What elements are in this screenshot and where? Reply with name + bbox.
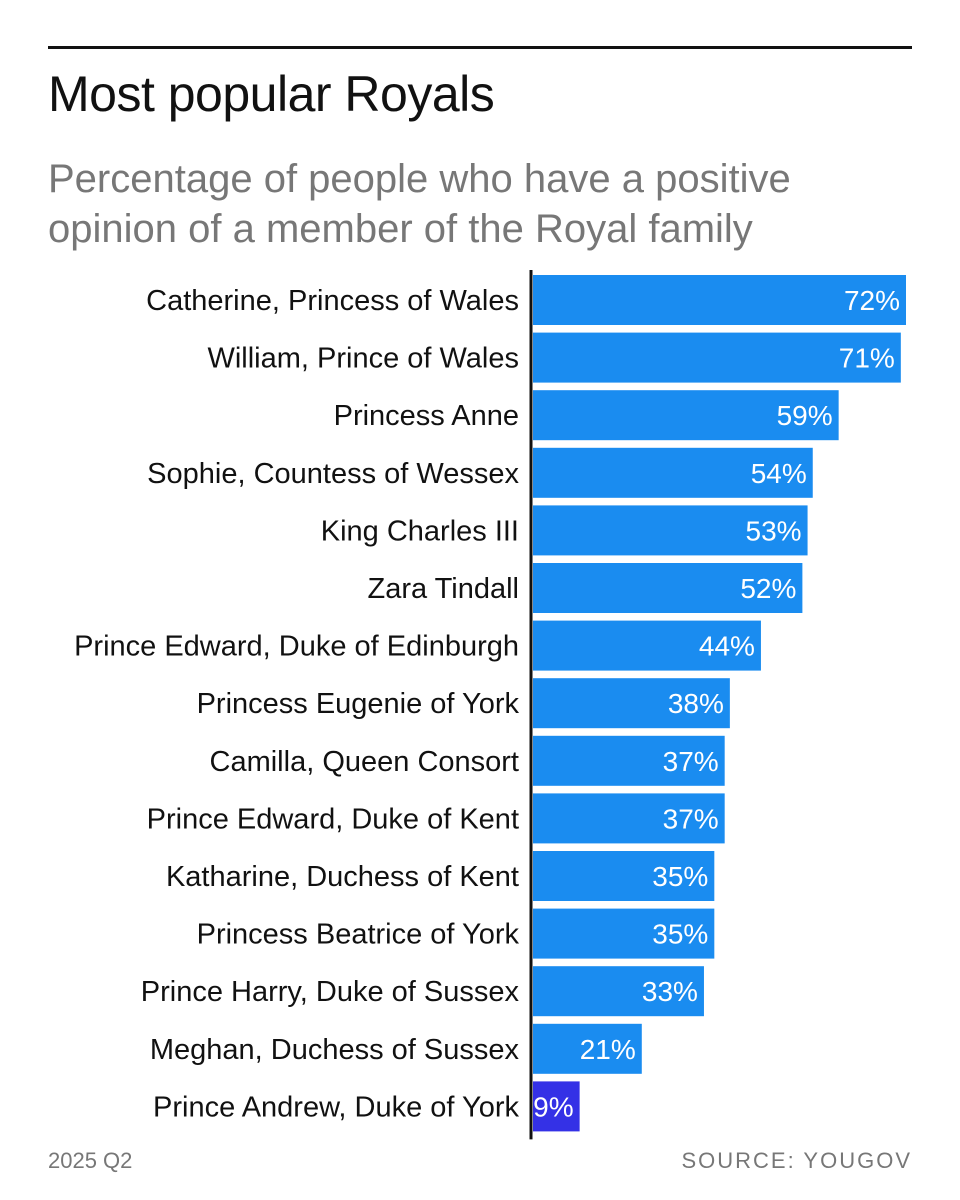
category-label: Princess Anne — [334, 400, 519, 432]
value-label: 33% — [642, 976, 698, 1007]
value-label: 54% — [751, 458, 807, 489]
value-label: 35% — [652, 861, 708, 892]
period-label: 2025 Q2 — [48, 1148, 133, 1173]
bar — [533, 908, 715, 959]
category-label: Princess Eugenie of York — [197, 688, 520, 720]
bar — [533, 390, 839, 441]
value-label: 53% — [746, 515, 802, 546]
bar — [533, 332, 901, 383]
category-label: Sophie, Countess of Wessex — [147, 458, 519, 490]
value-label: 44% — [699, 631, 755, 662]
bar — [533, 620, 761, 671]
bar — [533, 851, 715, 901]
top-rule — [48, 46, 912, 49]
bar — [533, 678, 730, 729]
value-label: 59% — [777, 400, 833, 431]
bar — [533, 735, 725, 786]
category-label: King Charles III — [321, 515, 519, 547]
category-label: Meghan, Duchess of Sussex — [150, 1034, 520, 1066]
category-label: Princess Beatrice of York — [197, 919, 520, 951]
value-label: 9% — [533, 1091, 573, 1122]
source-label: SOURCE: YOUGOV — [681, 1148, 912, 1173]
value-label: 37% — [663, 803, 719, 834]
chart-title: Most popular Royals — [48, 66, 495, 122]
bar — [533, 275, 906, 325]
value-label: 35% — [652, 919, 708, 950]
chart-subtitle: Percentage of people who have a positive… — [48, 157, 791, 251]
bar — [533, 1023, 642, 1074]
bar — [533, 505, 808, 556]
category-label: Prince Harry, Duke of Sussex — [141, 976, 520, 1008]
value-label: 38% — [668, 688, 724, 719]
value-label: 37% — [663, 746, 719, 777]
category-label: Prince Andrew, Duke of York — [153, 1091, 519, 1123]
category-label: Camilla, Queen Consort — [210, 746, 519, 778]
category-label: William, Prince of Wales — [207, 343, 519, 375]
bar — [533, 793, 725, 844]
category-label: Prince Edward, Duke of Kent — [147, 803, 519, 835]
value-label: 72% — [844, 285, 900, 316]
category-label: Prince Edward, Duke of Edinburgh — [74, 631, 519, 663]
category-label: Katharine, Duchess of Kent — [166, 861, 519, 893]
category-label: Zara Tindall — [367, 573, 519, 605]
bar — [533, 966, 704, 1017]
value-label: 21% — [580, 1034, 636, 1065]
value-label: 71% — [839, 343, 895, 374]
bar — [533, 447, 813, 498]
value-label: 52% — [740, 573, 796, 604]
bar — [533, 563, 803, 613]
bar — [533, 1081, 580, 1132]
category-label: Catherine, Princess of Wales — [146, 285, 519, 317]
